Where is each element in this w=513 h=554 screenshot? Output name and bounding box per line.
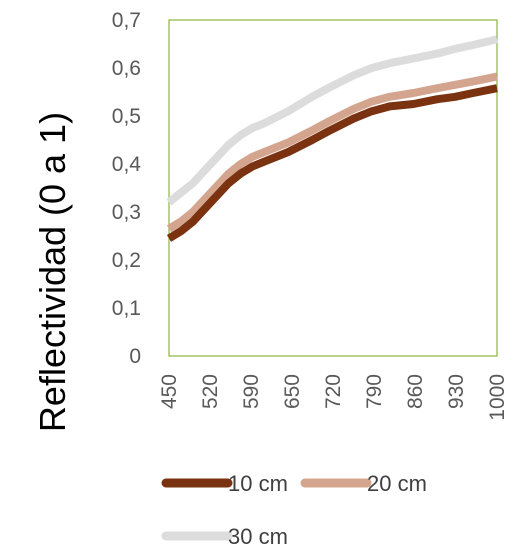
x-tick-label: 650 bbox=[281, 374, 304, 409]
y-tick-label: 0,7 bbox=[112, 9, 141, 32]
legend-label: 10 cm bbox=[228, 471, 288, 496]
plot-area bbox=[168, 19, 498, 357]
y-tick-label: 0,1 bbox=[112, 297, 141, 320]
y-tick-label: 0,5 bbox=[112, 105, 141, 128]
y-tick-label: 0,3 bbox=[112, 201, 141, 224]
y-tick-label: 0,4 bbox=[112, 153, 142, 176]
series-line-10-cm bbox=[166, 84, 498, 242]
x-tick-label: 790 bbox=[363, 374, 386, 409]
y-axis-ticks: 0 0,1 0,2 0,3 0,4 0,5 0,6 0,7 bbox=[112, 9, 142, 368]
x-tick-label: 1000 bbox=[486, 374, 509, 421]
x-tick-label: 590 bbox=[240, 374, 263, 409]
y-tick-label: 0,6 bbox=[112, 57, 141, 80]
series-line-30-cm bbox=[166, 35, 498, 206]
x-tick-label: 450 bbox=[158, 374, 181, 409]
y-tick-label: 0,2 bbox=[112, 249, 141, 272]
x-tick-label: 860 bbox=[404, 374, 427, 409]
y-tick-label: 0 bbox=[129, 345, 141, 368]
legend-label: 30 cm bbox=[228, 524, 288, 549]
x-tick-label: 520 bbox=[199, 374, 222, 409]
legend-label: 20 cm bbox=[367, 471, 427, 496]
series-line-20-cm bbox=[166, 72, 498, 233]
x-axis-ticks: 450 520 590 650 720 790 860 930 1000 bbox=[158, 374, 509, 421]
legend: 10 cm 20 cm 30 cm bbox=[161, 471, 427, 549]
x-tick-label: 930 bbox=[445, 374, 468, 409]
series-lines bbox=[166, 35, 498, 242]
plot-border bbox=[168, 19, 498, 357]
y-axis-label: Reflectividad (0 a 1) bbox=[32, 112, 73, 432]
x-tick-label: 720 bbox=[322, 374, 345, 409]
